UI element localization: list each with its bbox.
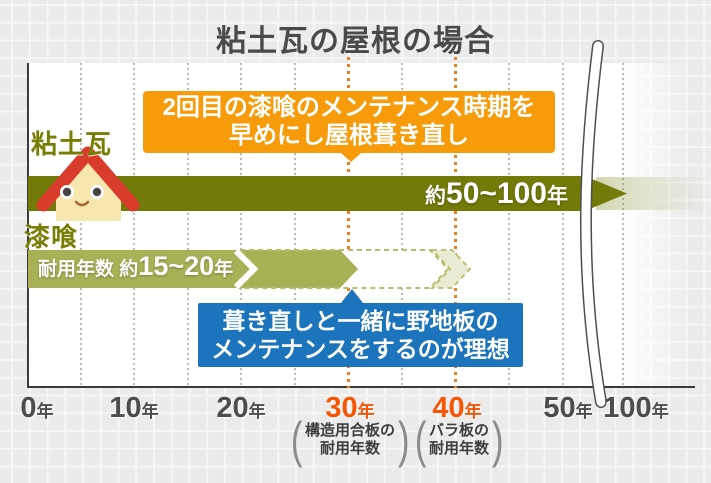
reference-line-40y	[454, 57, 457, 388]
tick-30y: 30年	[325, 392, 375, 424]
reference-line-30y	[347, 57, 350, 388]
gridline-25y	[294, 63, 296, 388]
row-label-clay-tile: 粘土瓦	[31, 129, 113, 159]
gridline-45y	[508, 63, 510, 388]
tick-100y: 100年	[603, 392, 669, 424]
tile-bar-value: 約50~100年	[425, 177, 568, 210]
gridline-100y	[622, 63, 624, 388]
annotation-rough-board: ( バラ板の 耐用年数 )	[414, 412, 504, 468]
annotation-structural-plywood: ( 構造用合板の 耐用年数 )	[290, 412, 410, 468]
gridline-20y	[240, 63, 242, 388]
callout-top-tail	[341, 153, 361, 162]
plaster-bar-value: 耐用年数 約15~20年	[38, 251, 234, 281]
tick-0y: 0年	[20, 392, 54, 424]
tick-50y: 50年	[543, 392, 593, 424]
gridline-15y	[187, 63, 189, 388]
page-title: 粘土瓦の屋根の場合	[216, 25, 495, 58]
gridline-10y	[133, 63, 135, 388]
callout-sheathing-maintenance: 葺き直しと一緒に野地板の メンテナンスをするのが理想	[198, 289, 523, 367]
gridline-35y	[401, 63, 403, 388]
row-label-plaster: 漆喰	[24, 222, 79, 252]
tick-10y: 10年	[109, 392, 159, 424]
callout-bottom-tail	[341, 289, 363, 303]
tick-40y: 40年	[432, 392, 482, 424]
gridline-5y	[80, 63, 82, 388]
gridline-50y	[562, 63, 564, 388]
tick-20y: 20年	[216, 392, 266, 424]
callout-reroof-early: 2回目の漆喰のメンテナンス時期を 早めにし屋根葺き直し	[143, 91, 555, 162]
